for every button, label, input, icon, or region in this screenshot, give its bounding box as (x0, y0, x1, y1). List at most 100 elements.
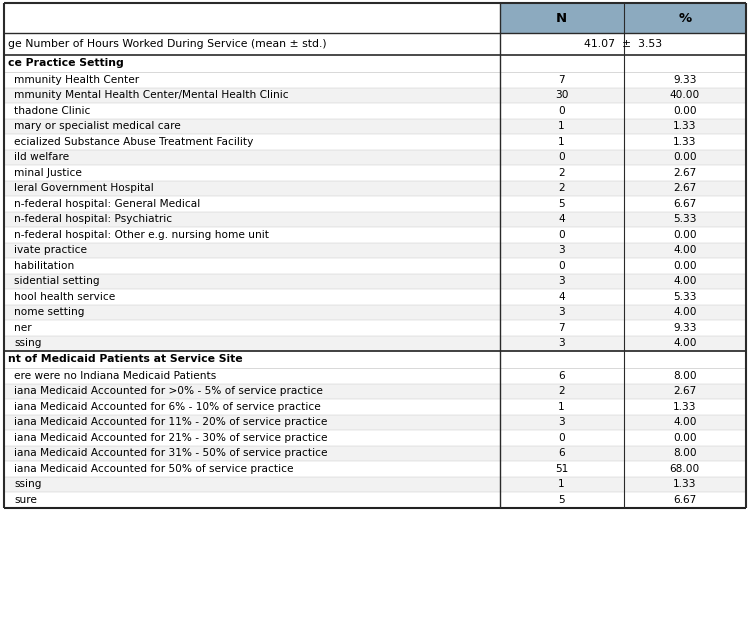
Text: n-federal hospital: General Medical: n-federal hospital: General Medical (14, 199, 200, 209)
Text: ild welfare: ild welfare (14, 152, 69, 162)
Text: 3: 3 (558, 276, 565, 286)
Text: 0.00: 0.00 (673, 106, 697, 116)
Text: 3: 3 (558, 418, 565, 428)
Text: mmunity Mental Health Center/Mental Health Clinic: mmunity Mental Health Center/Mental Heal… (14, 90, 289, 100)
Text: iana Medicaid Accounted for 31% - 50% of service practice: iana Medicaid Accounted for 31% - 50% of… (14, 448, 328, 458)
Text: habilitation: habilitation (14, 261, 74, 271)
Bar (4, 289, 746, 304)
Bar (4, 492, 746, 508)
Text: 0: 0 (558, 261, 565, 271)
Text: ere were no Indiana Medicaid Patients: ere were no Indiana Medicaid Patients (14, 371, 216, 381)
Text: 51: 51 (555, 464, 568, 474)
Text: 1.33: 1.33 (673, 137, 697, 147)
Text: iana Medicaid Accounted for 6% - 10% of service practice: iana Medicaid Accounted for 6% - 10% of … (14, 402, 321, 412)
Text: 1: 1 (558, 479, 565, 489)
Bar (4, 242, 746, 258)
Text: 3: 3 (558, 338, 565, 348)
Text: 0.00: 0.00 (673, 230, 697, 240)
Text: ssing: ssing (14, 338, 41, 348)
Bar (500, 3, 746, 33)
Text: n-federal hospital: Other e.g. nursing home unit: n-federal hospital: Other e.g. nursing h… (14, 230, 269, 240)
Bar (4, 274, 746, 289)
Text: 0.00: 0.00 (673, 432, 697, 442)
Text: ner: ner (14, 322, 32, 332)
Bar (4, 430, 746, 446)
Bar (4, 476, 746, 492)
Bar (4, 304, 746, 320)
Text: 0: 0 (558, 106, 565, 116)
Text: 7: 7 (558, 75, 565, 85)
Bar (4, 336, 746, 351)
Bar (4, 446, 746, 461)
Text: 4.00: 4.00 (673, 308, 697, 318)
Text: iana Medicaid Accounted for >0% - 5% of service practice: iana Medicaid Accounted for >0% - 5% of … (14, 386, 322, 396)
Text: 0: 0 (558, 230, 565, 240)
Bar (4, 227, 746, 242)
Bar (4, 72, 746, 88)
Text: 8.00: 8.00 (673, 448, 697, 458)
Text: 1.33: 1.33 (673, 402, 697, 412)
Text: 2.67: 2.67 (674, 386, 697, 396)
Bar (4, 165, 746, 181)
Text: leral Government Hospital: leral Government Hospital (14, 183, 154, 193)
Text: 4.00: 4.00 (673, 276, 697, 286)
Bar (4, 103, 746, 119)
Text: 0.00: 0.00 (673, 261, 697, 271)
Bar (4, 368, 746, 384)
Text: 3: 3 (558, 245, 565, 255)
Text: iana Medicaid Accounted for 11% - 20% of service practice: iana Medicaid Accounted for 11% - 20% of… (14, 418, 327, 428)
Bar (4, 461, 746, 476)
Text: 5.33: 5.33 (673, 214, 697, 224)
Text: 1.33: 1.33 (673, 479, 697, 489)
Text: 2.67: 2.67 (674, 183, 697, 193)
Text: 2.67: 2.67 (674, 168, 697, 177)
Text: 4.00: 4.00 (673, 245, 697, 255)
Text: 9.33: 9.33 (673, 322, 697, 332)
Text: N: N (556, 11, 567, 24)
Text: sidential setting: sidential setting (14, 276, 100, 286)
Text: sure: sure (14, 495, 37, 505)
Text: 4: 4 (558, 292, 565, 302)
Bar (4, 320, 746, 336)
Bar (4, 211, 746, 227)
Text: 41.07  ±  3.53: 41.07 ± 3.53 (584, 39, 662, 49)
Bar (4, 181, 746, 196)
Text: 0: 0 (558, 152, 565, 162)
Bar (4, 414, 746, 430)
Text: n-federal hospital: Psychiatric: n-federal hospital: Psychiatric (14, 214, 172, 224)
Bar (4, 55, 746, 72)
Text: 7: 7 (558, 322, 565, 332)
Text: 6.67: 6.67 (674, 495, 697, 505)
Text: 5.33: 5.33 (673, 292, 697, 302)
Text: %: % (678, 11, 692, 24)
Text: ge Number of Hours Worked During Service (mean ± std.): ge Number of Hours Worked During Service… (8, 39, 327, 49)
Text: 9.33: 9.33 (673, 75, 697, 85)
Text: 0: 0 (558, 432, 565, 442)
Text: 4: 4 (558, 214, 565, 224)
Text: 5: 5 (558, 199, 565, 209)
Bar (4, 351, 746, 368)
Bar (4, 399, 746, 414)
Text: 1: 1 (558, 402, 565, 412)
Text: ce Practice Setting: ce Practice Setting (8, 59, 124, 69)
Text: mmunity Health Center: mmunity Health Center (14, 75, 140, 85)
Text: 8.00: 8.00 (673, 371, 697, 381)
Text: 2: 2 (558, 386, 565, 396)
Bar (4, 3, 500, 33)
Text: 5: 5 (558, 495, 565, 505)
Text: thadone Clinic: thadone Clinic (14, 106, 90, 116)
Text: ecialized Substance Abuse Treatment Facility: ecialized Substance Abuse Treatment Faci… (14, 137, 254, 147)
Bar (4, 88, 746, 103)
Bar (4, 149, 746, 165)
Text: mary or specialist medical care: mary or specialist medical care (14, 121, 181, 131)
Bar (4, 258, 746, 274)
Text: 6.67: 6.67 (674, 199, 697, 209)
Text: 1: 1 (558, 137, 565, 147)
Text: iana Medicaid Accounted for 21% - 30% of service practice: iana Medicaid Accounted for 21% - 30% of… (14, 432, 328, 442)
Bar (4, 119, 746, 134)
Text: iana Medicaid Accounted for 50% of service practice: iana Medicaid Accounted for 50% of servi… (14, 464, 293, 474)
Text: 2: 2 (558, 168, 565, 177)
Text: 4.00: 4.00 (673, 338, 697, 348)
Bar (4, 33, 746, 55)
Text: 4.00: 4.00 (673, 418, 697, 428)
